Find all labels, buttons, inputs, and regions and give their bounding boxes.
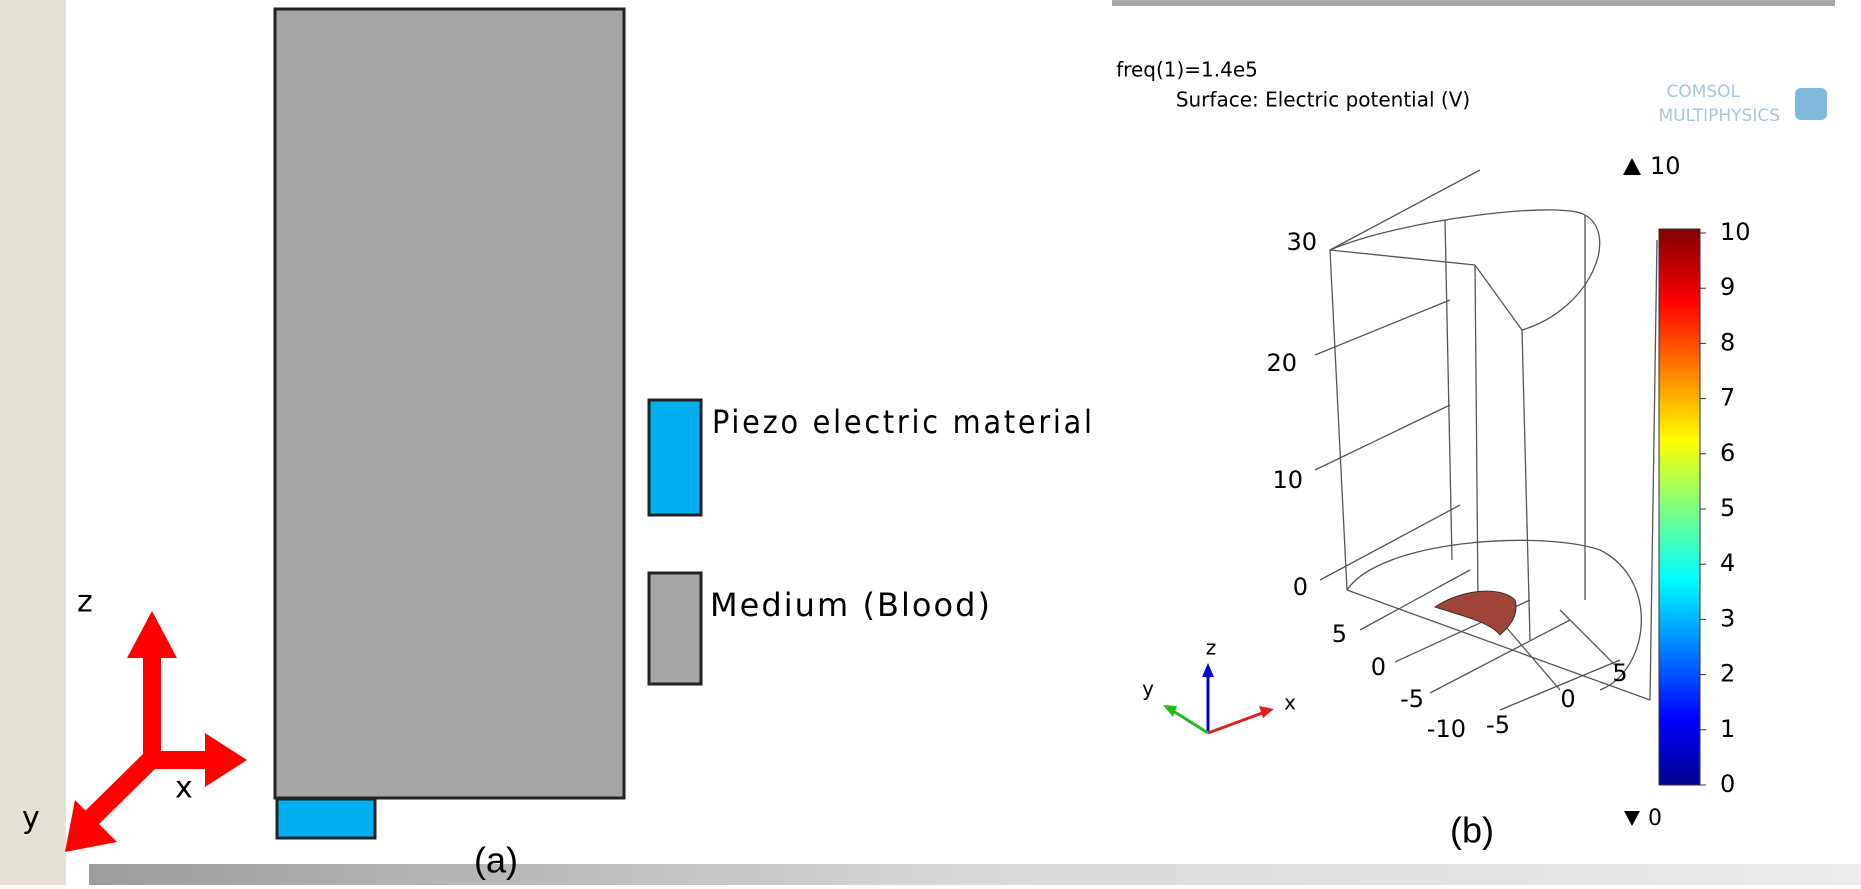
wireframe <box>1315 170 1657 710</box>
page: {"panel_a": {"legend": ["Piezo electric … <box>0 0 1861 885</box>
triad <box>1163 663 1274 733</box>
min-arrow <box>1624 811 1640 826</box>
axis-label: y <box>22 801 40 836</box>
colorbar-label: 2 <box>1720 660 1735 688</box>
z-tick-label: 30 <box>1286 228 1317 256</box>
y-tick-label: 0 <box>1371 653 1386 681</box>
figure: Piezo electric material Medium (Blood) z… <box>0 0 1861 885</box>
piezo-block <box>277 799 375 838</box>
triad-label: y <box>1142 677 1154 701</box>
colorbar-label: 7 <box>1720 384 1735 412</box>
colorbar-label: 3 <box>1720 604 1735 632</box>
colorbar <box>1659 229 1700 785</box>
legend-label: Medium (Blood) <box>710 586 990 624</box>
legend-swatch <box>649 400 701 515</box>
min-label: 0 <box>1648 806 1662 831</box>
axis-arrows <box>65 611 247 852</box>
y-tick-label: 5 <box>1332 620 1347 648</box>
z-tick-label: 10 <box>1272 466 1303 494</box>
triad-label: x <box>1284 691 1296 715</box>
x-tick-label: 5 <box>1612 659 1627 687</box>
axis-label: x <box>175 771 193 806</box>
side-margin <box>0 0 66 885</box>
caption: (b) <box>1450 810 1494 851</box>
y-tick-label: -10 <box>1427 715 1466 743</box>
x-tick-label: -5 <box>1486 711 1510 739</box>
colorbar-label: 8 <box>1720 328 1735 356</box>
piezo-surface <box>1435 591 1516 635</box>
plot-subtitle: Surface: Electric potential (V) <box>1176 88 1470 112</box>
logo-icon <box>1795 88 1827 120</box>
logo-text: MULTIPHYSICS <box>1658 106 1780 126</box>
colorbar-label: 1 <box>1720 715 1735 743</box>
medium-block <box>275 9 624 798</box>
y-tick-label: -5 <box>1400 685 1424 713</box>
colorbar-label: 5 <box>1720 494 1735 522</box>
bottom-band <box>89 864 1861 885</box>
logo-text: COMSOL <box>1666 82 1740 102</box>
colorbar-label: 10 <box>1720 218 1751 246</box>
legend-swatch <box>649 573 701 684</box>
z-tick-label: 0 <box>1293 573 1308 601</box>
triad-label: z <box>1206 636 1217 660</box>
max-arrow <box>1623 158 1641 175</box>
colorbar-label: 4 <box>1720 549 1735 577</box>
top-bar <box>1112 0 1835 6</box>
axis-label: z <box>77 585 93 620</box>
x-tick-label: 0 <box>1560 685 1575 713</box>
colorbar-label: 6 <box>1720 439 1735 467</box>
legend-label: Piezo electric material <box>712 403 1092 441</box>
caption: (a) <box>474 840 518 881</box>
z-tick-label: 20 <box>1266 349 1297 377</box>
plot-title: freq(1)=1.4e5 <box>1116 58 1258 82</box>
colorbar-label: 0 <box>1720 770 1735 798</box>
colorbar-label: 9 <box>1720 273 1735 301</box>
max-label: 10 <box>1650 152 1681 180</box>
